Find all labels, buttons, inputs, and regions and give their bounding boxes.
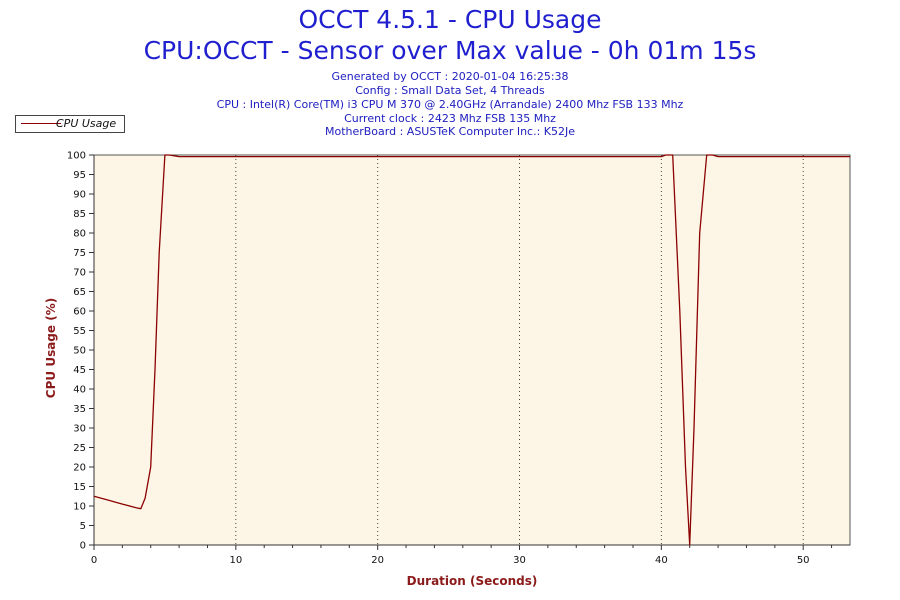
plot-area	[93, 154, 851, 546]
y-tick-label: 70	[73, 268, 86, 279]
legend: CPU Usage	[15, 115, 125, 133]
y-tick-label: 35	[73, 404, 86, 415]
x-tick-label: 20	[371, 555, 384, 566]
series-layer	[93, 154, 850, 546]
series-line-cpu-usage	[93, 154, 850, 546]
grid-lines	[235, 155, 804, 545]
x-tick-label: 50	[797, 555, 810, 566]
y-tick-label: 90	[73, 190, 86, 201]
y-axis-title: CPU Usage (%)	[44, 298, 58, 398]
x-axis-title: Duration (Seconds)	[407, 574, 538, 588]
y-tick-label: 5	[80, 521, 86, 532]
info-cpu: CPU : Intel(R) Core(TM) i3 CPU M 370 @ 2…	[216, 98, 684, 111]
y-tick-label: 95	[73, 170, 86, 181]
y-tick-label: 100	[67, 151, 86, 162]
y-tick-label: 50	[73, 346, 86, 357]
y-tick-label: 30	[73, 424, 86, 435]
y-tick-label: 60	[73, 307, 86, 318]
info-generated: Generated by OCCT : 2020-01-04 16:25:38	[331, 70, 569, 83]
x-tick-label: 40	[655, 555, 668, 566]
y-tick-label: 40	[73, 385, 86, 396]
chart-subtitle: CPU:OCCT - Sensor over Max value - 0h 01…	[143, 36, 757, 65]
y-tick-label: 10	[73, 502, 86, 513]
y-tick-label: 55	[73, 326, 86, 337]
y-axis: 0 5 10 15 20 25 30 35 40 45 50 55 60 65 70 75 80 85 90 95 10…	[67, 151, 95, 552]
y-tick-label: 85	[73, 209, 86, 220]
x-tick-label: 10	[229, 555, 242, 566]
y-tick-label: 15	[73, 482, 86, 493]
info-current-clock: Current clock : 2423 Mhz FSB 135 Mhz	[344, 112, 556, 125]
y-tick-label: 80	[73, 229, 86, 240]
y-tick-label: 25	[73, 443, 86, 454]
y-tick-label: 75	[73, 248, 86, 259]
chart-title: OCCT 4.5.1 - CPU Usage	[298, 5, 602, 34]
x-tick-label: 30	[513, 555, 526, 566]
x-tick-label: 0	[91, 555, 97, 566]
info-motherboard: MotherBoard : ASUSTeK Computer Inc.: K52…	[324, 125, 576, 138]
legend-label: CPU Usage	[56, 117, 117, 130]
x-axis: 0 10 20 30 40 50	[91, 544, 850, 566]
y-tick-label: 65	[73, 287, 86, 298]
info-config: Config : Small Data Set, 4 Threads	[355, 84, 545, 97]
y-tick-label: 45	[73, 365, 86, 376]
legend-swatch	[21, 123, 61, 124]
y-tick-label: 20	[73, 463, 86, 474]
y-tick-label: 0	[80, 541, 86, 552]
